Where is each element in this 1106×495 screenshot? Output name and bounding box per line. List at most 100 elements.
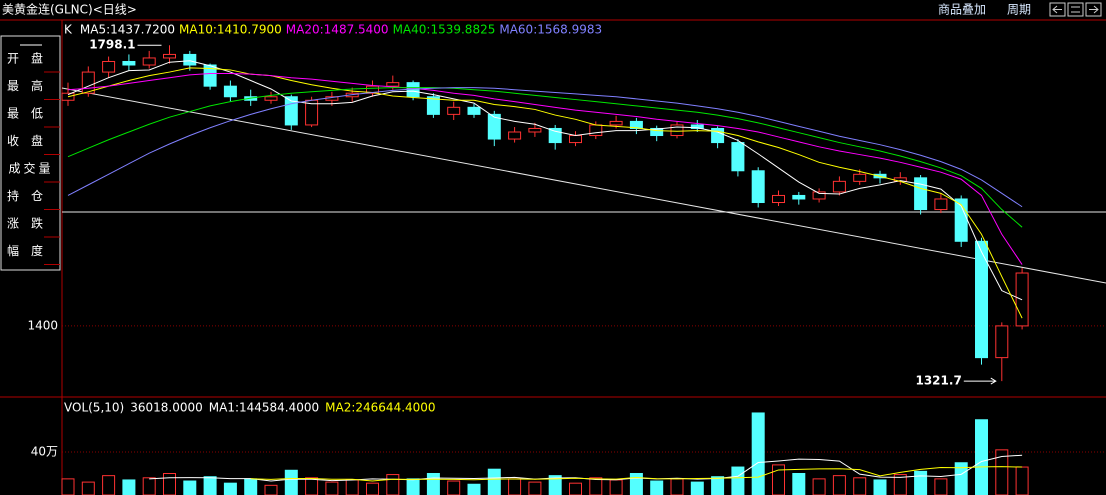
legend-entry: MA5:1437.7200 bbox=[80, 23, 175, 37]
volume-bar bbox=[163, 472, 176, 495]
volume-bar bbox=[183, 480, 197, 495]
candle-body bbox=[447, 106, 461, 115]
volume-bar bbox=[223, 482, 237, 495]
volume-bar bbox=[102, 475, 116, 495]
trend-line bbox=[61, 87, 1106, 284]
volume-bar bbox=[203, 476, 217, 495]
volume-bar bbox=[873, 479, 887, 495]
candle-body bbox=[812, 191, 826, 200]
candle-body bbox=[508, 131, 522, 140]
volume-bar bbox=[772, 464, 785, 495]
nav-icons[interactable] bbox=[1049, 2, 1102, 17]
sidebar-item: 成交量 bbox=[8, 161, 53, 176]
volume-bar bbox=[508, 478, 522, 495]
icon-middle[interactable] bbox=[1067, 2, 1084, 17]
volume-bar bbox=[426, 472, 440, 495]
volume-stat: MA1:144584.4000 bbox=[209, 401, 319, 415]
candle-body bbox=[670, 124, 684, 137]
candle-body bbox=[751, 170, 765, 204]
candle-body bbox=[569, 135, 582, 144]
sidebar bbox=[0, 35, 61, 271]
ma-line bbox=[67, 67, 1023, 319]
icon-right[interactable] bbox=[1085, 2, 1102, 17]
sidebar-item: 涨跌 bbox=[7, 216, 55, 231]
candle-body bbox=[731, 142, 745, 172]
candle-body bbox=[528, 127, 542, 133]
ma-line bbox=[67, 72, 1023, 265]
volume-bar bbox=[447, 480, 461, 495]
candle-body bbox=[650, 127, 664, 137]
low-arrow bbox=[963, 377, 997, 385]
candle-body bbox=[426, 96, 440, 115]
candle-body bbox=[772, 194, 785, 204]
volume-bar bbox=[386, 474, 400, 495]
volume-bar bbox=[548, 475, 562, 495]
candle-body bbox=[142, 57, 156, 66]
sidebar-item: 持仓 bbox=[7, 188, 55, 203]
candle-body bbox=[203, 64, 217, 87]
volume-bar bbox=[629, 472, 643, 495]
candle-body bbox=[183, 53, 197, 66]
candle-body bbox=[548, 127, 562, 144]
legend-entry: MA10:1410.7900 bbox=[179, 23, 282, 37]
volume-bar bbox=[731, 466, 745, 495]
ma-line bbox=[67, 87, 1023, 228]
volume-bar bbox=[832, 475, 846, 495]
volume-bar bbox=[853, 477, 867, 495]
candle-body bbox=[467, 106, 481, 115]
candle-body bbox=[690, 124, 704, 129]
y-tick-label: 40万 bbox=[31, 444, 58, 458]
candle-body bbox=[81, 71, 95, 94]
ma-line bbox=[67, 87, 1023, 208]
volume-bar bbox=[264, 484, 278, 495]
candle-body bbox=[223, 85, 237, 98]
volume-bar bbox=[284, 469, 298, 495]
sidebar-item: 收盘 bbox=[7, 133, 55, 148]
candle-body bbox=[589, 124, 603, 137]
volume-stat: MA2:246644.4000 bbox=[325, 401, 435, 415]
candle-body bbox=[934, 198, 948, 211]
candle-body bbox=[122, 60, 136, 66]
low-annotation: 1321.7 bbox=[915, 374, 961, 388]
volume-bar bbox=[122, 479, 136, 495]
volume-bar bbox=[812, 478, 826, 495]
sidebar-item: 开盘 bbox=[7, 51, 55, 66]
volume-bar bbox=[934, 478, 948, 495]
candle-body bbox=[792, 194, 806, 200]
candle-body bbox=[163, 53, 176, 59]
candle-body bbox=[853, 173, 867, 182]
volume-bar bbox=[995, 449, 1009, 495]
volume-bar bbox=[650, 480, 664, 495]
volume-bar bbox=[589, 477, 603, 495]
ma-line bbox=[67, 60, 1023, 301]
volume-bar bbox=[751, 412, 765, 495]
volume-bar bbox=[467, 483, 481, 495]
candle-body bbox=[366, 85, 379, 94]
volume-bar bbox=[345, 479, 359, 495]
candle-body bbox=[995, 325, 1009, 359]
overlay-button[interactable]: 商品叠加 bbox=[938, 2, 986, 17]
volume-bar bbox=[325, 481, 339, 495]
high-annotation: 1798.1 bbox=[89, 38, 135, 52]
volume-bar bbox=[142, 477, 156, 495]
icon-glyphs bbox=[1052, 5, 1099, 14]
candle-body bbox=[386, 82, 400, 87]
volume-bar bbox=[305, 477, 319, 495]
sidebar-item: 幅度 bbox=[7, 243, 55, 258]
icon-left[interactable] bbox=[1049, 2, 1066, 17]
legend-entry: MA60:1568.9983 bbox=[499, 23, 602, 37]
candle-body bbox=[975, 240, 988, 359]
candle-body bbox=[264, 96, 278, 101]
volume-bar bbox=[670, 478, 684, 495]
period-button[interactable]: 周期 bbox=[1007, 3, 1031, 17]
volume-bar bbox=[690, 481, 704, 495]
sidebar-item: 最高 bbox=[7, 78, 55, 93]
candle-body bbox=[487, 113, 501, 140]
volume-bar bbox=[61, 478, 75, 495]
candle-body bbox=[832, 180, 846, 193]
volume-stat: 36018.0000 bbox=[130, 401, 203, 415]
